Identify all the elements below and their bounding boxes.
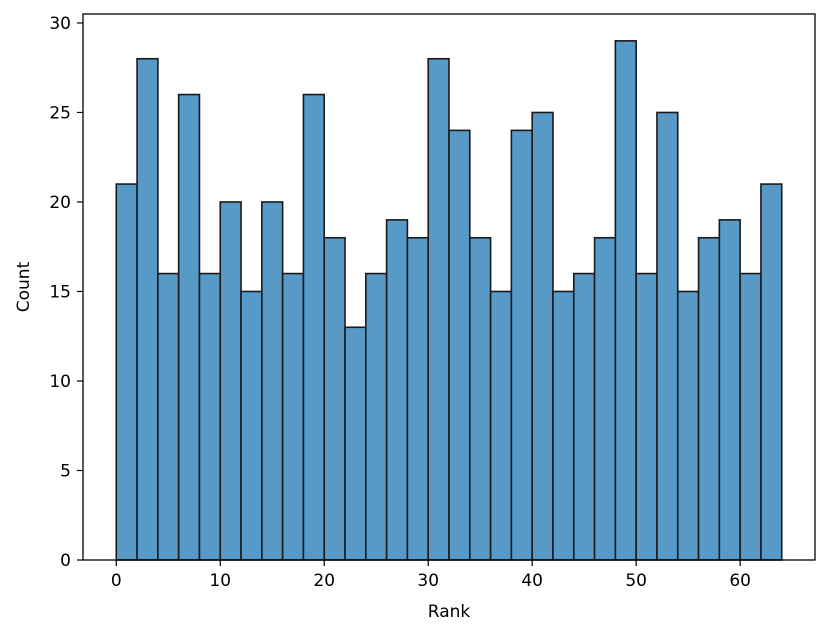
histogram-bar [302, 93, 326, 561]
histogram-bar [760, 183, 783, 561]
histogram-bar [718, 219, 741, 561]
y-tick-label: 20 [49, 193, 71, 213]
x-tick-label: 10 [209, 571, 231, 591]
y-tick-label: 30 [49, 14, 71, 34]
histogram-bar [136, 57, 159, 561]
y-tick-label: 0 [60, 551, 71, 571]
histogram-bar [489, 290, 513, 561]
x-tick-label: 50 [625, 571, 647, 591]
histogram-bar [427, 57, 450, 561]
bars-layer [115, 40, 783, 561]
histogram-bar [468, 236, 492, 561]
y-tick-label: 25 [49, 103, 71, 123]
histogram-bar [531, 111, 554, 561]
histogram-bar [177, 93, 201, 561]
histogram-bar [115, 183, 138, 561]
histogram-bar [261, 201, 284, 561]
x-tick-label: 20 [313, 571, 335, 591]
x-axis-label: Rank [428, 602, 471, 622]
histogram-bar [510, 129, 533, 561]
histogram-bar [572, 272, 596, 561]
histogram-bar [240, 290, 263, 561]
y-tick-label: 15 [49, 282, 71, 302]
histogram-bar [697, 236, 721, 561]
histogram-bar [323, 236, 346, 561]
histogram-bar [281, 272, 305, 561]
y-tick-label: 5 [60, 461, 71, 481]
histogram-bar [552, 290, 575, 561]
histogram-bar [198, 272, 222, 561]
x-tick-label: 30 [417, 571, 439, 591]
histogram-bar [344, 326, 367, 561]
histogram-bar [593, 236, 617, 561]
plot-frame [82, 13, 816, 561]
x-tick-label: 60 [729, 571, 751, 591]
histogram-bar [406, 236, 430, 561]
histogram-bar [635, 272, 658, 561]
ticks-layer: 0 10 20 30 40 50 60 0 5 10 15 20 25 30 [49, 14, 751, 591]
histogram-bar [739, 272, 762, 561]
x-tick-label: 40 [521, 571, 543, 591]
histogram-bar [385, 219, 409, 561]
histogram-bar [365, 272, 388, 561]
x-tick-label: 0 [111, 571, 122, 591]
histogram-bar [656, 111, 679, 561]
histogram-bar [157, 272, 180, 561]
histogram-bar [614, 40, 637, 561]
histogram-bar [676, 290, 700, 561]
y-axis-label: Count [14, 261, 34, 312]
histogram-bar [219, 201, 242, 561]
histogram-bar [448, 129, 471, 561]
y-tick-label: 10 [49, 372, 71, 392]
